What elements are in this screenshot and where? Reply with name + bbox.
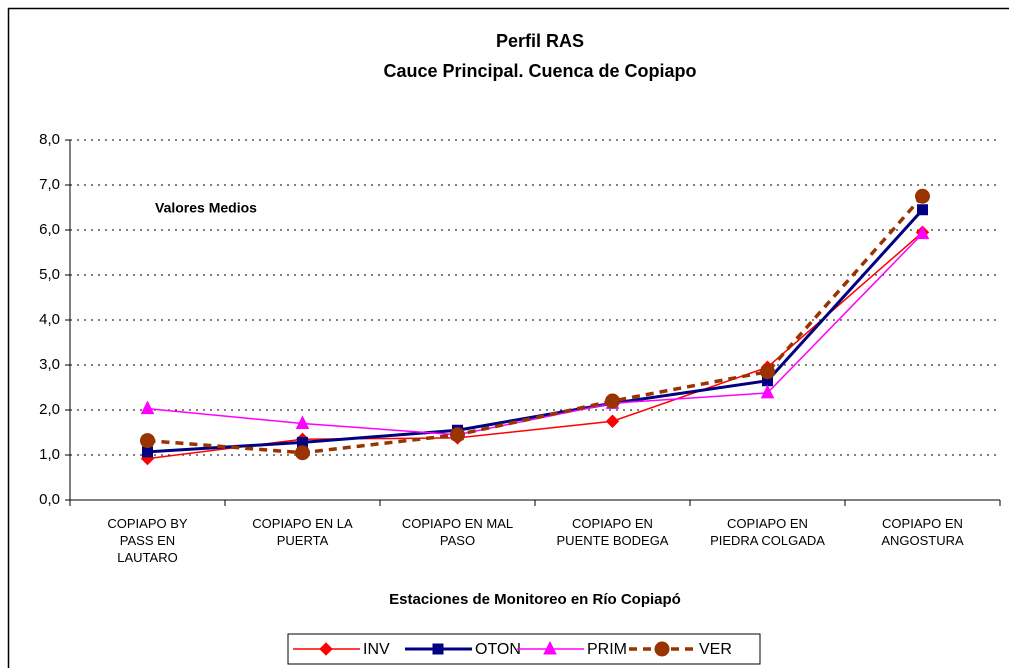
x-tick-label: COPIAPO EN ANGOSTURA [881,516,964,548]
marker [917,204,928,216]
marker [760,364,775,380]
marker [605,414,620,428]
legend-label: PRIM [587,641,627,658]
y-tick-label: 0,0 [39,491,60,508]
marker [605,393,620,409]
marker [295,415,310,429]
marker [760,384,775,399]
series-line [147,208,924,454]
y-tick-label: 7,0 [39,176,60,193]
y-tick-label: 5,0 [39,266,60,283]
x-tick-label: COPIAPO EN PIEDRA COLGADA [710,516,825,548]
chart-title: Perfil RAS [496,31,584,51]
marker [140,400,155,415]
x-tick-label: COPIAPO EN PUENTE BODEGA [557,516,669,548]
marker [140,433,155,449]
annotation: Valores Medios [155,200,257,216]
x-tick-label: COPIAPO EN MAL PASO [402,516,513,548]
series-line [147,233,924,436]
legend-marker [432,643,444,655]
y-tick-label: 6,0 [39,221,60,238]
marker [295,445,310,461]
legend-label: OTON [475,641,521,658]
y-tick-label: 2,0 [39,401,60,418]
chart-subtitle: Cauce Principal. Cuenca de Copiapo [383,61,696,81]
legend-marker [319,642,333,656]
x-tick-label: COPIAPO BY PASS EN LAUTARO [107,516,188,565]
legend-label: VER [699,641,732,658]
legend-marker [543,640,557,655]
y-tick-label: 8,0 [39,131,60,148]
x-axis-label: Estaciones de Monitoreo en Río Copiapó [389,591,681,608]
y-tick-label: 1,0 [39,446,60,463]
chart-frame [7,7,1009,668]
series-line [147,195,924,455]
marker [915,188,930,204]
marker [915,225,930,240]
marker [450,427,465,443]
y-tick-label: 3,0 [39,356,60,373]
legend-marker [654,641,670,657]
x-tick-label: COPIAPO EN LA PUERTA [252,516,353,548]
legend-label: INV [363,641,390,658]
y-tick-label: 4,0 [39,311,60,328]
marker [142,446,153,458]
